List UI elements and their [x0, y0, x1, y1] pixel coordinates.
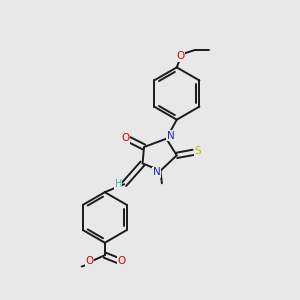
Text: S: S: [194, 146, 201, 157]
Text: O: O: [176, 51, 184, 61]
Text: O: O: [85, 256, 94, 266]
Text: O: O: [118, 256, 126, 266]
Text: H: H: [115, 179, 122, 189]
Text: N: N: [167, 131, 175, 141]
Text: O: O: [121, 133, 130, 143]
Text: N: N: [153, 167, 161, 177]
